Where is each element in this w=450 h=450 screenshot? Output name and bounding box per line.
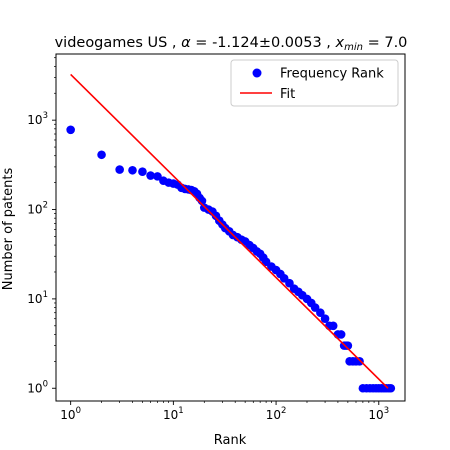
y-tick-label-base: 10 bbox=[27, 381, 42, 395]
y-axis-ticks: 100101102103 bbox=[27, 58, 56, 396]
x-tick-label: 102 bbox=[266, 406, 287, 422]
x-tick-label-base: 10 bbox=[266, 408, 281, 422]
x-tick-label: 100 bbox=[60, 406, 81, 422]
y-tick-label-base: 10 bbox=[27, 203, 42, 217]
title-alpha-text: = -1.124±0.0053 , bbox=[191, 35, 336, 51]
data-point bbox=[97, 150, 106, 159]
x-tick-label-base: 10 bbox=[368, 408, 383, 422]
legend: Frequency Rank Fit bbox=[231, 60, 398, 106]
data-point bbox=[128, 166, 137, 175]
x-tick-label-base: 10 bbox=[163, 408, 178, 422]
title-x-subscript: min bbox=[344, 42, 363, 53]
y-tick-label: 101 bbox=[27, 290, 48, 306]
chart-title: videogames US , α = -1.124±0.0053 , xmin… bbox=[55, 35, 408, 53]
x-tick-label-exponent: 3 bbox=[384, 406, 389, 416]
legend-label-frequency-rank: Frequency Rank bbox=[280, 67, 384, 82]
x-tick-label: 101 bbox=[163, 406, 184, 422]
y-tick-label-exponent: 1 bbox=[43, 290, 48, 300]
y-tick-label-base: 10 bbox=[27, 292, 42, 306]
data-point bbox=[115, 165, 124, 174]
x-axis-ticks: 100101102103 bbox=[60, 401, 389, 422]
x-tick-label-base: 10 bbox=[60, 408, 75, 422]
data-point bbox=[138, 167, 147, 176]
data-point bbox=[355, 357, 364, 366]
x-tick-label-exponent: 2 bbox=[281, 406, 286, 416]
data-point bbox=[337, 330, 346, 339]
x-axis-label: Rank bbox=[214, 433, 247, 448]
title-x-symbol: x bbox=[335, 35, 345, 51]
data-point bbox=[66, 126, 75, 135]
x-tick-label: 103 bbox=[368, 406, 389, 422]
fit-line bbox=[71, 74, 388, 388]
title-prefix: videogames US , bbox=[55, 35, 182, 51]
y-tick-label-base: 10 bbox=[27, 113, 42, 127]
fit-series bbox=[71, 74, 388, 388]
scatter-series bbox=[66, 126, 395, 393]
legend-marker-frequency-rank bbox=[253, 69, 262, 78]
y-tick-label-exponent: 0 bbox=[43, 379, 48, 389]
data-point bbox=[329, 321, 338, 330]
y-tick-label-exponent: 2 bbox=[43, 201, 48, 211]
y-tick-label: 100 bbox=[27, 379, 48, 395]
y-axis-label: Number of patents bbox=[1, 168, 16, 291]
plot-area bbox=[66, 74, 395, 392]
title-x-text: = 7.0 bbox=[363, 35, 407, 51]
legend-label-fit: Fit bbox=[280, 87, 295, 102]
x-tick-label-exponent: 1 bbox=[178, 406, 183, 416]
y-tick-label: 102 bbox=[27, 201, 48, 217]
y-tick-label-exponent: 3 bbox=[43, 111, 48, 121]
y-tick-label: 103 bbox=[27, 111, 48, 127]
title-alpha-symbol: α bbox=[181, 35, 191, 51]
x-tick-label-exponent: 0 bbox=[76, 406, 81, 416]
